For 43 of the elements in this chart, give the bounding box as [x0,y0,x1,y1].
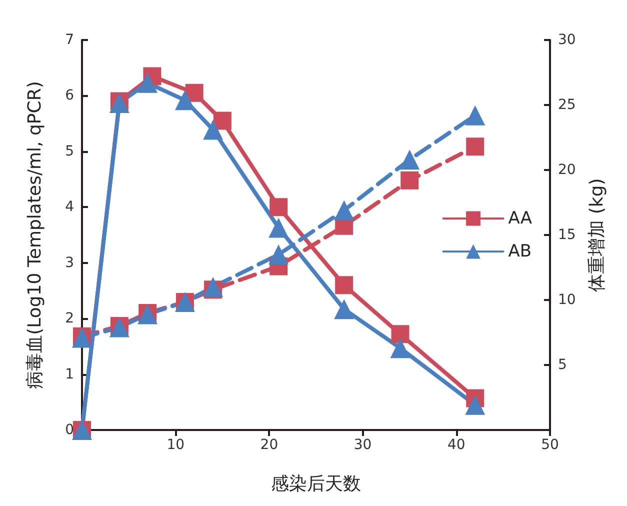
point [390,338,410,358]
point [334,299,354,320]
legend-label: AB [508,242,532,262]
y-tick-label: 6 [65,88,74,104]
y2-axis-title: 体重增加 (kg) [586,178,608,292]
point [465,394,486,415]
point [465,105,486,126]
y-tick-label: 1 [65,366,74,382]
point [203,277,224,297]
point [213,112,232,130]
y2-tick-label: 20 [558,162,576,178]
x-tick-label: 50 [541,437,559,453]
point [466,138,484,156]
y-tick-label: 2 [65,310,74,327]
point [268,218,289,238]
point [400,150,420,170]
y-tick-label: 7 [65,32,74,48]
point [138,72,158,93]
point [174,90,195,110]
point [270,198,288,216]
x-tick-label: 30 [354,437,372,453]
x-tick-label: 10 [166,437,185,453]
y2-tick-label: 5 [558,357,567,373]
y2-tick-label: 30 [558,32,576,48]
point [335,276,354,294]
y-axis-title: 病毒血(Log10 Templates/ml, qPCR) [24,81,46,389]
x-axis-title: 感染后天数 [271,474,361,494]
point [334,200,354,220]
y2-tick-label: 15 [558,227,576,243]
y-tick-label: 3 [65,254,74,271]
x-tick-label: 20 [260,437,278,453]
point [268,244,289,264]
point [400,171,419,190]
y-tick-label: 0 [65,422,74,438]
point [185,84,204,102]
x-tick-label: 40 [447,437,466,453]
y-tick-label: 5 [65,143,74,160]
y2-tick-label: 25 [558,97,576,113]
point [203,120,224,140]
y2-tick-label: 10 [558,292,576,308]
point [391,325,410,344]
legend-label: AA [508,208,532,228]
y-tick-label: 4 [65,199,74,216]
